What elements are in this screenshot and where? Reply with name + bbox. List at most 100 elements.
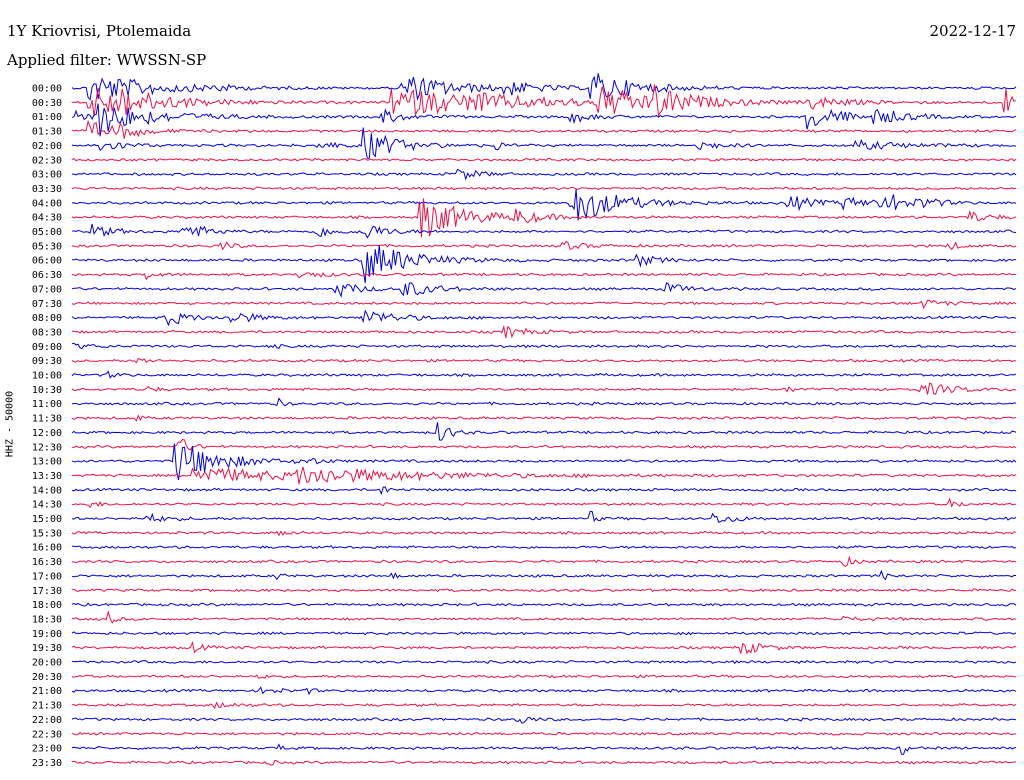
time-label: 14:30 xyxy=(32,500,62,511)
trace-1530 xyxy=(71,530,1017,537)
trace-2300 xyxy=(71,743,1017,755)
time-label: 01:00 xyxy=(32,112,62,123)
time-label: 23:30 xyxy=(32,758,62,769)
trace-0300 xyxy=(71,168,1017,181)
trace-0530 xyxy=(71,240,1017,251)
time-label: 05:30 xyxy=(32,241,62,252)
time-label: 06:00 xyxy=(32,256,62,267)
trace-0800 xyxy=(71,309,1017,327)
time-label: 23:00 xyxy=(32,744,62,755)
trace-0000 xyxy=(71,73,1017,101)
station-title: 1Y Kriovrisi, Ptolemaida xyxy=(7,22,192,40)
trace-1100 xyxy=(71,397,1017,407)
trace-0230 xyxy=(71,157,1017,162)
trace-2230 xyxy=(71,731,1017,736)
time-label: 17:00 xyxy=(32,571,62,582)
trace-0730 xyxy=(71,299,1017,310)
trace-0400 xyxy=(71,188,1017,221)
trace-1200 xyxy=(71,422,1017,441)
time-label: 20:00 xyxy=(32,658,62,669)
trace-1230 xyxy=(71,438,1017,451)
date-label: 2022-12-17 xyxy=(929,22,1016,40)
time-label: 07:30 xyxy=(32,299,62,310)
time-label: 19:30 xyxy=(32,643,62,654)
time-label: 02:00 xyxy=(32,141,62,152)
time-label: 00:00 xyxy=(32,84,62,95)
time-label: 18:00 xyxy=(32,600,62,611)
trace-1930 xyxy=(71,640,1017,655)
time-label: 04:30 xyxy=(32,213,62,224)
time-label: 13:30 xyxy=(32,471,62,482)
time-label: 10:00 xyxy=(32,371,62,382)
time-label: 00:30 xyxy=(32,98,62,109)
filter-label: Applied filter: WWSSN-SP xyxy=(7,51,207,69)
trace-0100 xyxy=(71,103,1017,137)
trace-2200 xyxy=(71,716,1017,724)
time-label: 13:00 xyxy=(32,457,62,468)
trace-0830 xyxy=(71,324,1017,339)
time-label: 12:00 xyxy=(32,428,62,439)
time-label: 22:30 xyxy=(32,729,62,740)
trace-1000 xyxy=(71,370,1017,379)
time-label: 16:30 xyxy=(32,557,62,568)
trace-1800 xyxy=(71,602,1017,607)
trace-0030 xyxy=(71,84,1017,118)
time-label: 15:00 xyxy=(32,514,62,525)
time-label: 09:00 xyxy=(32,342,62,353)
time-label: 20:30 xyxy=(32,672,62,683)
time-label: 05:00 xyxy=(32,227,62,238)
time-label: 01:30 xyxy=(32,127,62,138)
trace-0700 xyxy=(71,281,1017,298)
trace-1630 xyxy=(71,555,1017,568)
trace-1300 xyxy=(71,443,1017,481)
time-label: 03:00 xyxy=(32,170,62,181)
time-label: 06:30 xyxy=(32,270,62,281)
trace-1900 xyxy=(71,631,1017,636)
time-label: 11:00 xyxy=(32,399,62,410)
trace-0900 xyxy=(71,342,1017,350)
time-label: 15:30 xyxy=(32,528,62,539)
trace-0330 xyxy=(71,186,1017,191)
time-label: 07:00 xyxy=(32,284,62,295)
time-label: 04:00 xyxy=(32,198,62,209)
trace-0500 xyxy=(71,223,1017,239)
time-label: 17:30 xyxy=(32,586,62,597)
trace-0200 xyxy=(71,127,1017,159)
time-label: 03:30 xyxy=(32,184,62,195)
time-label: 21:30 xyxy=(32,701,62,712)
trace-1130 xyxy=(71,414,1017,422)
time-label: 12:30 xyxy=(32,442,62,453)
trace-2100 xyxy=(71,686,1017,696)
trace-1430 xyxy=(71,497,1017,509)
time-label: 09:30 xyxy=(32,356,62,367)
trace-1400 xyxy=(71,486,1017,496)
trace-2000 xyxy=(71,659,1017,665)
trace-0430 xyxy=(71,198,1017,238)
time-label: 14:00 xyxy=(32,485,62,496)
trace-1330 xyxy=(71,466,1017,485)
time-label: 02:30 xyxy=(32,155,62,166)
time-label: 16:00 xyxy=(32,543,62,554)
time-label: 11:30 xyxy=(32,414,62,425)
trace-1700 xyxy=(71,569,1017,581)
time-label: 08:00 xyxy=(32,313,62,324)
trace-0930 xyxy=(71,357,1017,364)
trace-0630 xyxy=(72,272,1017,281)
trace-2130 xyxy=(71,701,1017,710)
trace-0130 xyxy=(71,119,1017,139)
time-label: 18:30 xyxy=(32,614,62,625)
time-label: 22:00 xyxy=(32,715,62,726)
time-label: 08:30 xyxy=(32,327,62,338)
trace-2030 xyxy=(71,674,1017,680)
time-label: 21:00 xyxy=(32,686,62,697)
time-label: 10:30 xyxy=(32,385,62,396)
trace-1030 xyxy=(71,382,1017,395)
trace-2330 xyxy=(71,759,1017,766)
trace-1600 xyxy=(71,545,1017,550)
trace-0600 xyxy=(71,245,1017,284)
trace-1730 xyxy=(71,588,1017,593)
trace-1500 xyxy=(71,510,1017,523)
trace-1830 xyxy=(71,610,1017,624)
time-label: 19:00 xyxy=(32,629,62,640)
